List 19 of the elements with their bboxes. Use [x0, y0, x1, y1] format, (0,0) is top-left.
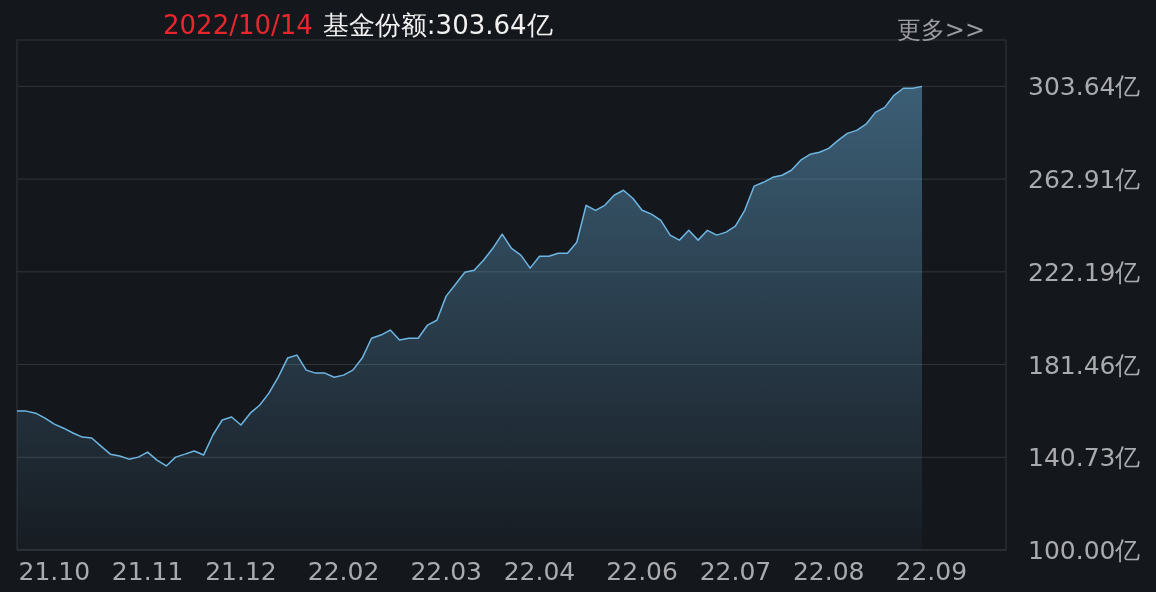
y-tick-label: 100.00亿	[1028, 536, 1141, 565]
y-tick-label: 222.19亿	[1028, 257, 1141, 287]
y-tick-label: 181.46亿	[1028, 350, 1141, 380]
x-tick-label: 22.08	[792, 557, 865, 586]
x-tick-label: 21.12	[205, 557, 277, 586]
x-tick-label: 22.06	[606, 557, 678, 586]
x-tick-label: 22.03	[410, 557, 482, 586]
y-tick-label: 262.91亿	[1028, 165, 1141, 195]
x-tick-label: 22.02	[307, 557, 380, 586]
x-tick-label: 22.07	[699, 557, 772, 586]
x-tick-label: 22.09	[895, 557, 968, 586]
annotation: 更多>>	[896, 16, 985, 44]
chart-title: 2022/10/14	[163, 10, 313, 40]
x-tick-label: 21.10	[18, 557, 91, 586]
y-tick-label: 140.73亿	[1028, 443, 1141, 473]
x-tick-label: 21.11	[111, 557, 184, 586]
x-tick-label: 22.04	[503, 557, 576, 586]
chart-subtitle: 基金份额:303.64亿	[322, 10, 553, 40]
y-tick-label: 303.64亿	[1028, 72, 1141, 102]
